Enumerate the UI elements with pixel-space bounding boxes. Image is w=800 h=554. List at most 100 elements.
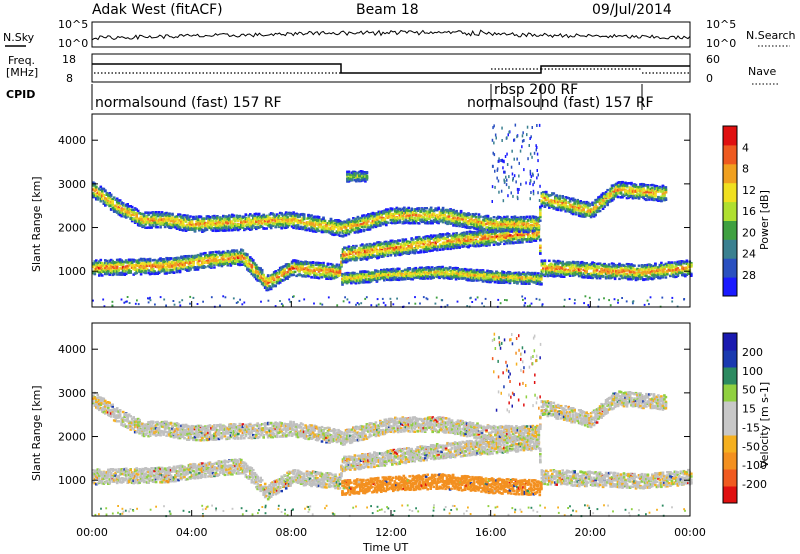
power-cell <box>257 266 261 270</box>
power-cell <box>177 260 180 263</box>
nave-tick-top: 60 <box>706 53 720 66</box>
power-cell <box>104 259 107 262</box>
power-cell <box>178 269 182 273</box>
power-cell <box>132 260 135 263</box>
power-cell <box>222 250 225 253</box>
power-cell <box>237 260 240 263</box>
power-cell <box>290 266 294 270</box>
power-cell <box>138 258 141 261</box>
power-cell <box>344 260 348 263</box>
power-cell <box>126 271 129 274</box>
power-cell <box>286 274 289 277</box>
power-cell <box>189 258 192 262</box>
power-cell <box>637 264 641 267</box>
power-cell <box>123 268 126 272</box>
power-cell <box>187 269 191 272</box>
power-cell <box>96 266 100 269</box>
power-cell <box>241 263 245 266</box>
power-cell <box>202 252 206 256</box>
power-cell <box>311 270 315 274</box>
power-cell <box>115 265 119 269</box>
power-cell <box>268 276 271 280</box>
power-cell <box>177 267 180 270</box>
power-cell <box>159 259 162 262</box>
power-cell <box>118 259 122 263</box>
power-cell <box>465 268 468 271</box>
power-cell <box>263 283 267 286</box>
power-cell <box>307 275 310 278</box>
power-cell <box>259 278 262 282</box>
power-cell <box>135 260 138 264</box>
power-cell <box>190 265 194 268</box>
power-cell <box>190 259 194 263</box>
power-cell <box>186 257 189 260</box>
power-cell <box>266 278 270 282</box>
power-cell <box>151 259 155 262</box>
power-cell <box>595 269 599 272</box>
power-cell <box>280 266 283 269</box>
power-cell <box>438 248 442 251</box>
power-cell <box>201 266 204 269</box>
power-cell <box>217 262 221 265</box>
power-cell <box>107 262 110 265</box>
power-cell <box>359 257 363 260</box>
power-cell <box>350 246 354 250</box>
power-cell <box>272 281 276 284</box>
power-cell <box>162 258 165 261</box>
power-cell <box>607 263 611 266</box>
power-cell <box>138 264 141 267</box>
power-cell <box>257 277 261 280</box>
freq-label-1: Freq. <box>8 54 35 67</box>
power-cell <box>150 265 153 268</box>
power-cell <box>186 269 189 272</box>
power-cell <box>316 273 319 276</box>
power-cell <box>386 253 390 257</box>
power-cell <box>240 256 243 259</box>
power-cell <box>217 250 221 253</box>
power-cell <box>293 270 297 274</box>
power-cell <box>101 261 104 265</box>
power-cell <box>138 262 141 265</box>
power-cell <box>256 267 259 270</box>
power-cell <box>283 275 286 278</box>
power-cell <box>195 268 198 271</box>
power-cell <box>329 272 333 275</box>
power-cell <box>196 268 200 271</box>
power-cell <box>92 265 95 268</box>
power-cell <box>359 248 363 252</box>
power-cell <box>175 256 179 260</box>
power-cell <box>172 258 176 262</box>
power-cell <box>104 268 107 272</box>
power-cell <box>104 261 107 265</box>
power-cell <box>304 267 307 270</box>
power-cell <box>201 263 204 266</box>
power-cell <box>121 266 125 269</box>
power-cell <box>633 264 636 267</box>
power-cell <box>305 262 309 265</box>
power-cell <box>132 264 135 267</box>
power-cell <box>290 262 294 265</box>
power-cell <box>99 273 103 276</box>
power-cell <box>187 254 191 258</box>
power-cell <box>338 273 342 277</box>
beam-title: Beam 18 <box>356 2 419 18</box>
power-cell <box>214 250 218 254</box>
power-cell <box>295 265 298 269</box>
power-cell <box>685 259 689 263</box>
power-cell <box>247 269 251 273</box>
power-cell <box>204 265 207 269</box>
power-cell <box>325 265 328 268</box>
power-cell <box>211 256 215 260</box>
nave-tick-bottom: 0 <box>706 72 713 85</box>
power-cell <box>184 255 188 258</box>
power-cell <box>95 186 98 189</box>
power-cell <box>98 191 101 194</box>
power-cell <box>344 259 348 262</box>
power-cell <box>120 259 123 262</box>
power-cell <box>228 262 231 265</box>
power-cell <box>346 248 349 252</box>
freq-strip: Freq. [MHz] 18 8 60 0 Nave <box>6 53 778 85</box>
power-cell <box>120 271 123 274</box>
power-cell <box>299 262 303 266</box>
power-cell <box>481 280 485 283</box>
